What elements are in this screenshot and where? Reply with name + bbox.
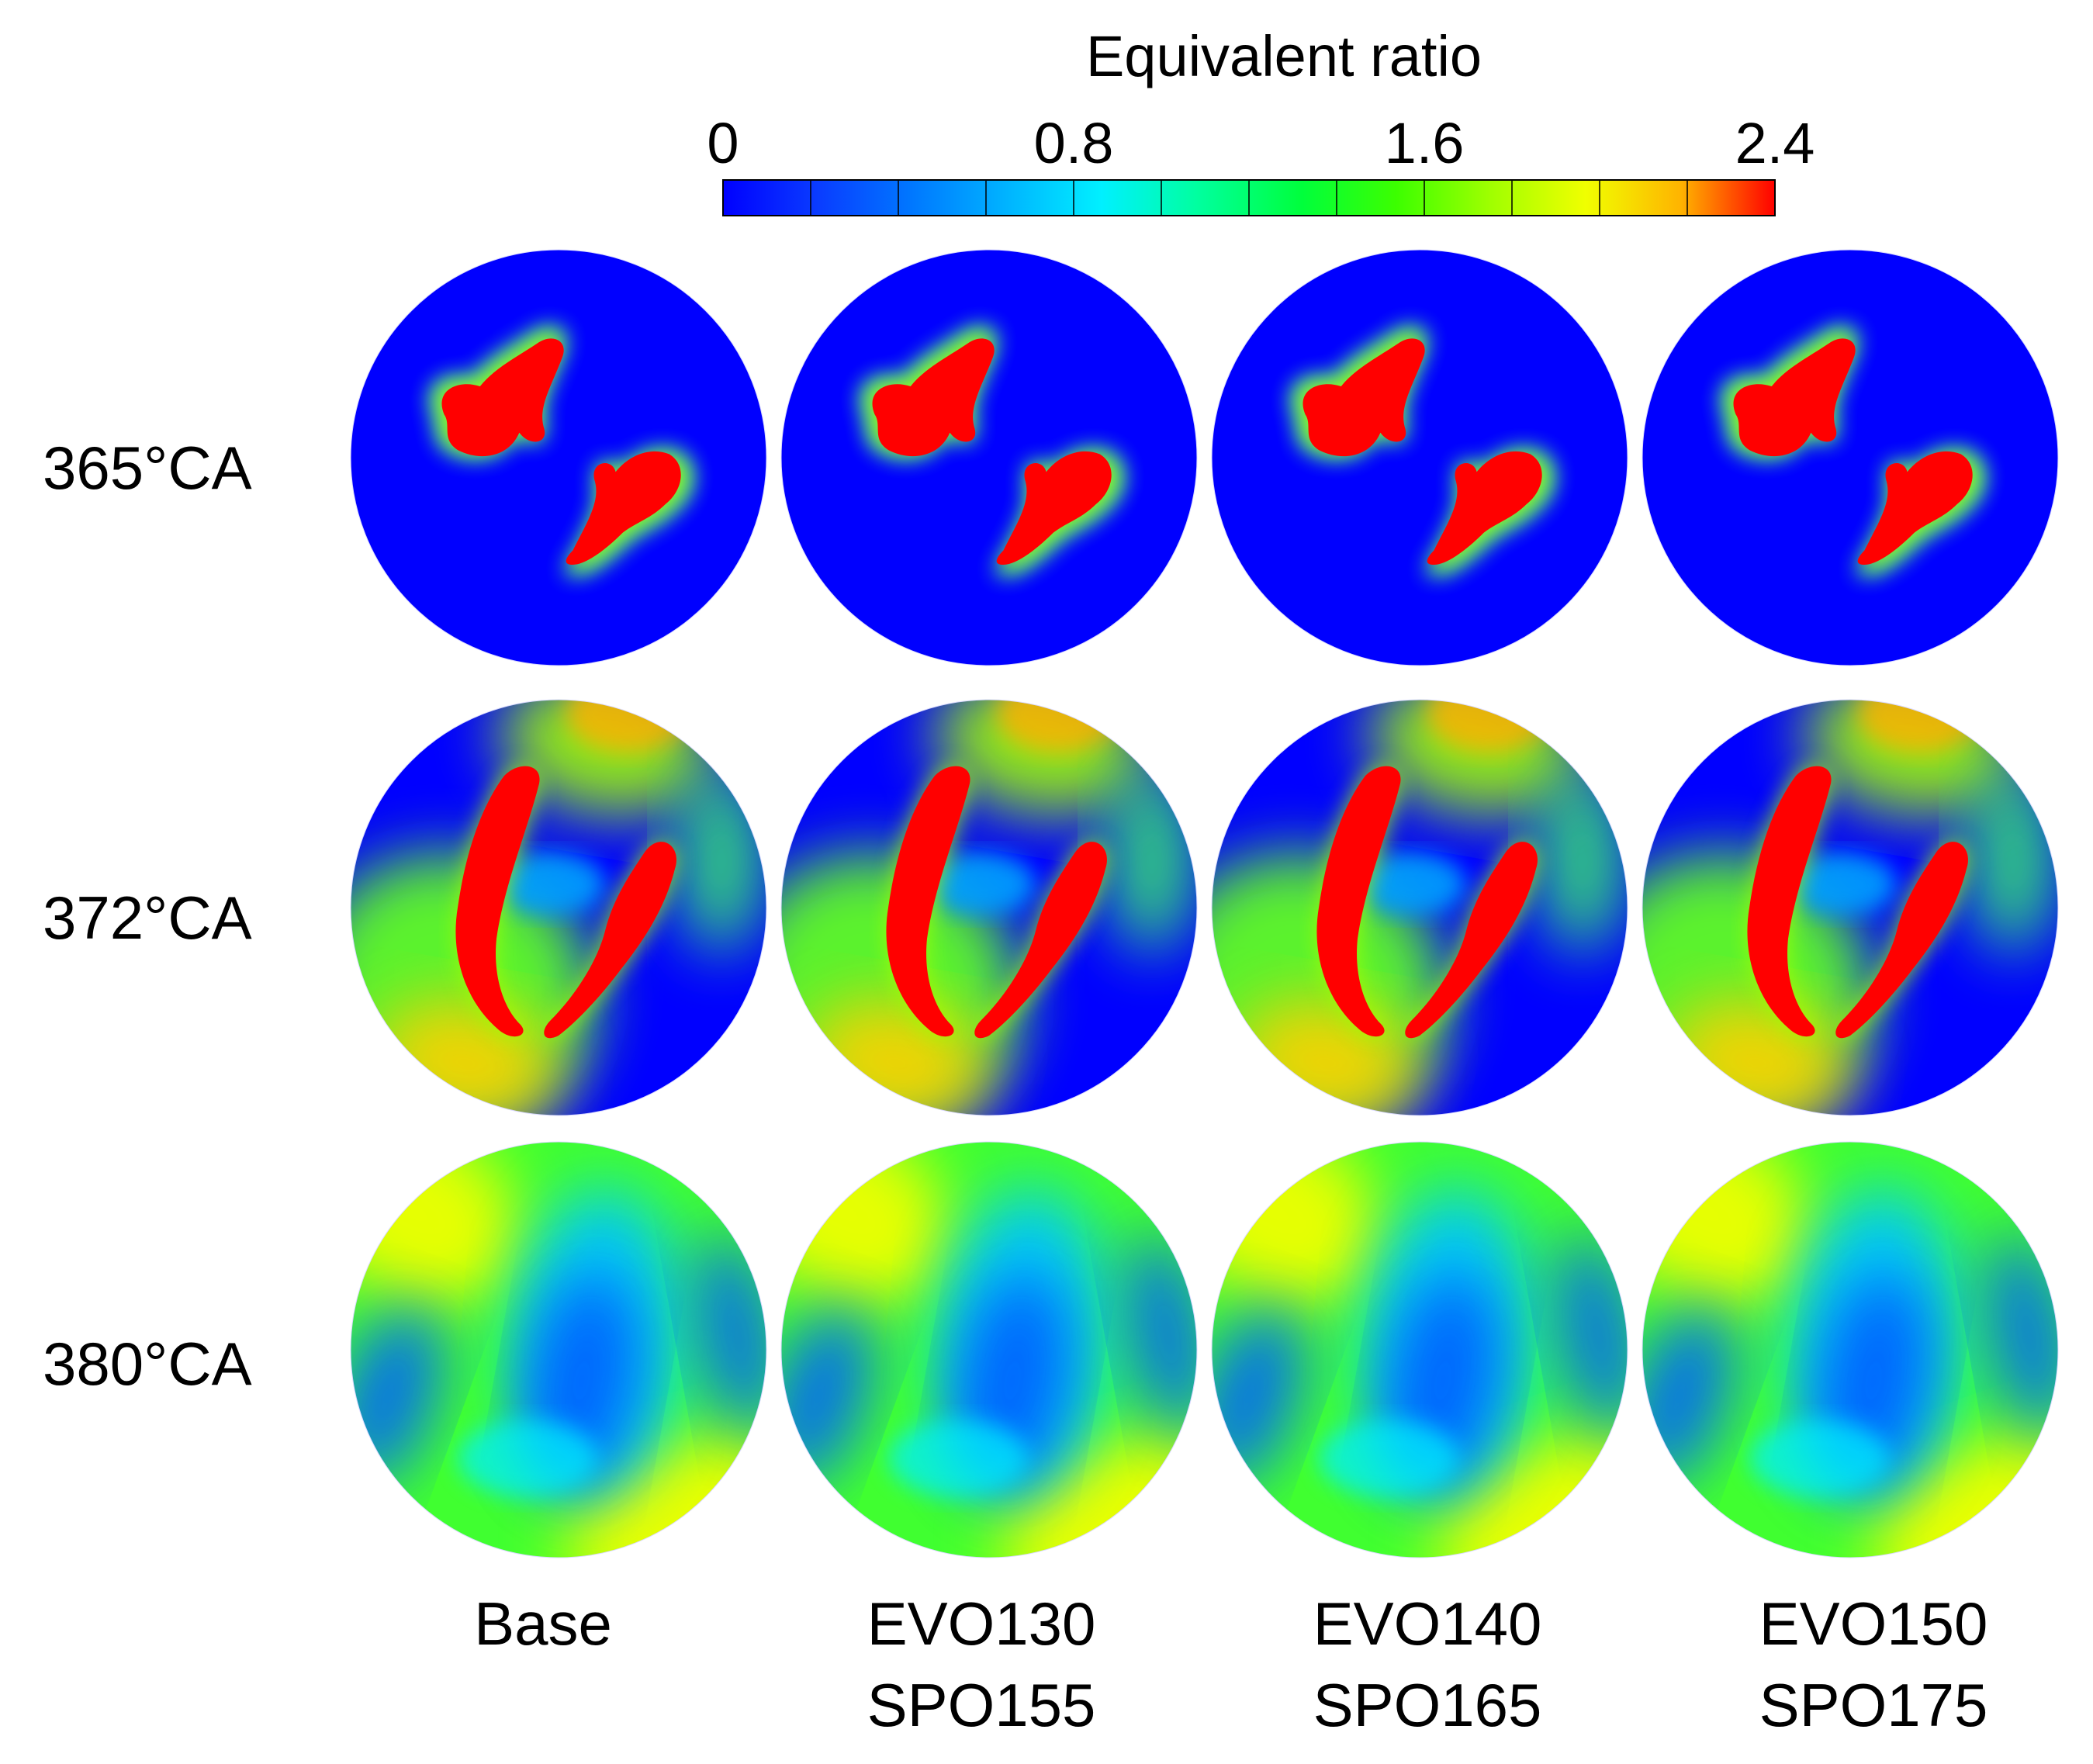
contour-disk [1642,249,2059,666]
contour-region [1358,853,1466,915]
contour-disk [1211,249,1628,666]
disk-outline [1211,249,1628,666]
colorbar-tick-label: 0.8 [1034,111,1114,175]
colorbar-tick-label: 0 [707,111,739,175]
contour-region [997,700,1121,752]
colorbar-tick-label: 1.6 [1385,111,1465,175]
contour-region [496,853,605,915]
disk-outline [1642,249,2059,666]
contour-region [1835,842,1968,1039]
contour-region [1733,338,1856,457]
column-label-evo130: EVO130 [867,1589,1096,1658]
contour-region [1749,1420,1889,1497]
contour-region [974,842,1107,1039]
contour-region [886,766,970,1037]
colorbar-tick-labels: 0 0.8 1.6 2.4 [707,111,1815,175]
colorbar-dividers [810,180,1688,216]
contour-region [455,766,540,1037]
contour-region [675,768,766,954]
disk-outline [1642,1141,2059,1558]
disk-outline [350,699,767,1116]
contour-region [1303,338,1425,457]
row-label-380: 380°CA [43,1330,252,1398]
contour-region [1427,451,1542,565]
column-labels: Base EVO130 SPO155 EVO140 SPO165 EVO150 … [474,1589,1987,1739]
colorbar-tick-label: 2.4 [1735,111,1815,175]
colorbar: Equivalent ratio 0 0.8 1.6 2.4 [707,24,1815,216]
row-label-372: 372°CA [43,884,252,952]
contour-region [1788,853,1897,915]
contour-region [544,842,676,1039]
contour-region [1427,700,1552,752]
column-label-spo165: SPO165 [1313,1671,1542,1739]
disk-outline [780,249,1198,666]
contour-disk [350,249,767,666]
contour-region [1536,768,1628,954]
contour-region [872,338,995,457]
contour-region [566,700,690,752]
contour-region [927,853,1036,915]
column-label-evo140: EVO140 [1313,1589,1542,1658]
contour-grid [350,249,2059,1558]
contour-disk [350,699,767,1116]
contour-region [1405,842,1538,1039]
disk-outline [1642,699,2059,1116]
row-label-365: 365°CA [43,434,252,502]
contour-region [996,451,1112,565]
disk-outline [350,249,767,666]
contour-disk [780,1141,1198,1558]
contour-region [1858,700,1982,752]
disk-outline [1211,699,1628,1116]
contour-disk [350,1141,767,1558]
contour-disk [1642,699,2059,1116]
contour-region [1967,768,2058,954]
contour-region [1857,451,1973,565]
row-labels: 365°CA 372°CA 380°CA [43,434,252,1398]
contour-region [441,338,564,457]
disk-outline [1211,1141,1628,1558]
contour-disk [1211,1141,1628,1558]
contour-disk [780,249,1198,666]
contour-disk [1642,1141,2059,1558]
colorbar-title: Equivalent ratio [1086,24,1482,88]
disk-outline [350,1141,767,1558]
column-label-spo175: SPO175 [1759,1671,1988,1739]
contour-region [458,1420,597,1497]
column-label-base: Base [474,1589,612,1658]
contour-region [1747,766,1832,1037]
contour-region [1319,1420,1458,1497]
column-label-spo155: SPO155 [867,1671,1096,1739]
column-label-evo150: EVO150 [1759,1589,1988,1658]
contour-region [1105,768,1197,954]
contour-region [566,451,681,565]
contour-region [888,1420,1028,1497]
contour-region [1316,766,1401,1037]
disk-outline [780,1141,1198,1558]
disk-outline [780,699,1198,1116]
